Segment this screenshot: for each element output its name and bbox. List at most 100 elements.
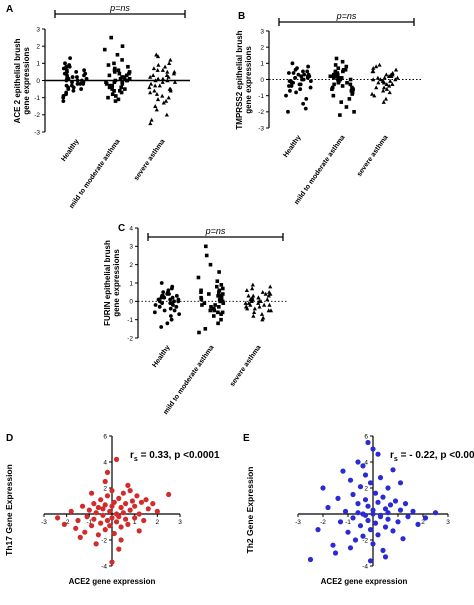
data-point-square bbox=[221, 301, 226, 305]
data-point bbox=[315, 527, 321, 533]
data-point-triangle bbox=[245, 306, 250, 311]
data-point-triangle bbox=[266, 293, 271, 298]
data-point-square bbox=[124, 73, 129, 78]
data-point-square bbox=[221, 292, 225, 296]
data-point-triangle bbox=[251, 313, 256, 318]
data-point bbox=[86, 507, 92, 513]
data-point bbox=[109, 559, 115, 565]
data-point-square bbox=[203, 327, 208, 331]
data-point-square bbox=[330, 87, 334, 91]
data-point-triangle bbox=[257, 304, 262, 309]
data-point-square bbox=[338, 113, 342, 117]
data-point-square bbox=[112, 89, 116, 93]
data-point-triangle bbox=[371, 69, 376, 74]
data-point-square bbox=[220, 310, 225, 315]
data-point-triangle bbox=[371, 77, 376, 82]
data-point bbox=[362, 512, 369, 518]
y-tick-label: -3 bbox=[258, 125, 264, 132]
data-point-square bbox=[328, 74, 333, 79]
data-point-circle bbox=[160, 301, 164, 306]
data-point-triangle bbox=[377, 62, 382, 67]
data-point-circle bbox=[301, 101, 306, 106]
data-point-square bbox=[120, 80, 124, 85]
data-point-circle bbox=[304, 97, 309, 101]
label-mild-moderate: mild to moderate asthma bbox=[293, 134, 346, 206]
data-point bbox=[350, 491, 356, 498]
y-axis-label: Th2 Gene Expression bbox=[245, 467, 255, 554]
data-point-circle bbox=[61, 95, 66, 100]
data-point-triangle bbox=[172, 80, 178, 84]
data-point bbox=[382, 554, 389, 560]
data-point-circle bbox=[288, 88, 292, 93]
y-tick-label: 2 bbox=[129, 262, 133, 269]
data-point-square bbox=[197, 330, 201, 335]
data-point-square bbox=[352, 110, 356, 114]
data-point bbox=[77, 534, 83, 541]
data-point-circle bbox=[174, 293, 179, 298]
data-point-triangle bbox=[384, 72, 389, 77]
data-point-triangle bbox=[154, 107, 159, 112]
data-point-triangle bbox=[369, 91, 375, 96]
x-tick-label: 2 bbox=[421, 519, 425, 526]
data-point bbox=[100, 512, 106, 518]
data-point-circle bbox=[81, 82, 86, 86]
y-tick-label: -1 bbox=[127, 317, 133, 324]
y-tick-label: 2 bbox=[36, 43, 40, 50]
x-tick-label: 3 bbox=[446, 519, 450, 526]
data-point bbox=[385, 510, 391, 516]
x-tick-label: -2 bbox=[320, 519, 326, 526]
panel-d: D -3 -2 -1 1 2 3 -4 -2 2 4 6 Th17 Gene Expression ACE… bbox=[4, 433, 220, 586]
data-point-square bbox=[199, 297, 204, 302]
data-point-square bbox=[332, 76, 336, 80]
data-point-triangle bbox=[163, 98, 169, 103]
data-point bbox=[370, 541, 376, 547]
data-point-triangle bbox=[384, 87, 390, 91]
data-point-circle bbox=[152, 310, 157, 315]
data-point-square bbox=[116, 97, 121, 102]
data-point-square bbox=[112, 80, 117, 85]
data-point bbox=[127, 507, 133, 513]
data-point-circle bbox=[302, 72, 307, 77]
data-point-circle bbox=[303, 106, 308, 111]
data-point bbox=[405, 514, 411, 520]
data-point-circle bbox=[161, 290, 166, 295]
data-point-triangle bbox=[260, 317, 265, 322]
data-point bbox=[98, 520, 104, 526]
data-point bbox=[340, 468, 346, 474]
data-point-triangle bbox=[160, 68, 165, 72]
data-point bbox=[95, 504, 101, 511]
data-point-circle bbox=[290, 61, 295, 66]
data-point-square bbox=[106, 63, 111, 67]
data-point-triangle bbox=[149, 117, 154, 122]
y-tick-label: 2 bbox=[103, 485, 107, 492]
data-point-circle bbox=[64, 64, 69, 69]
data-point-circle bbox=[298, 87, 303, 92]
data-point-circle bbox=[166, 290, 170, 295]
data-point-square bbox=[106, 95, 110, 100]
x-tick-label: 3 bbox=[178, 519, 182, 526]
data-point-square bbox=[347, 97, 352, 101]
data-point-square bbox=[214, 284, 219, 289]
p-value-label: p=ns bbox=[336, 11, 357, 21]
data-point bbox=[150, 501, 156, 507]
data-point bbox=[93, 510, 99, 516]
panel-letter: B bbox=[238, 11, 245, 22]
label-severe: severe asthma bbox=[229, 344, 263, 388]
data-point-circle bbox=[168, 306, 173, 311]
data-point-square bbox=[113, 99, 118, 103]
data-point-triangle bbox=[386, 74, 392, 78]
data-point bbox=[104, 517, 111, 524]
panel-letter: A bbox=[6, 4, 13, 15]
data-point bbox=[118, 537, 124, 543]
data-point bbox=[397, 480, 404, 486]
data-point bbox=[360, 533, 366, 539]
data-point bbox=[395, 519, 401, 525]
data-point-circle bbox=[162, 308, 167, 313]
data-point-triangle bbox=[152, 88, 157, 93]
data-point bbox=[116, 514, 122, 520]
data-point-triangle bbox=[153, 104, 158, 108]
data-point-triangle bbox=[250, 295, 255, 300]
data-point-triangle bbox=[387, 83, 392, 88]
y-axis-label-line2: gene expressions bbox=[112, 249, 121, 317]
